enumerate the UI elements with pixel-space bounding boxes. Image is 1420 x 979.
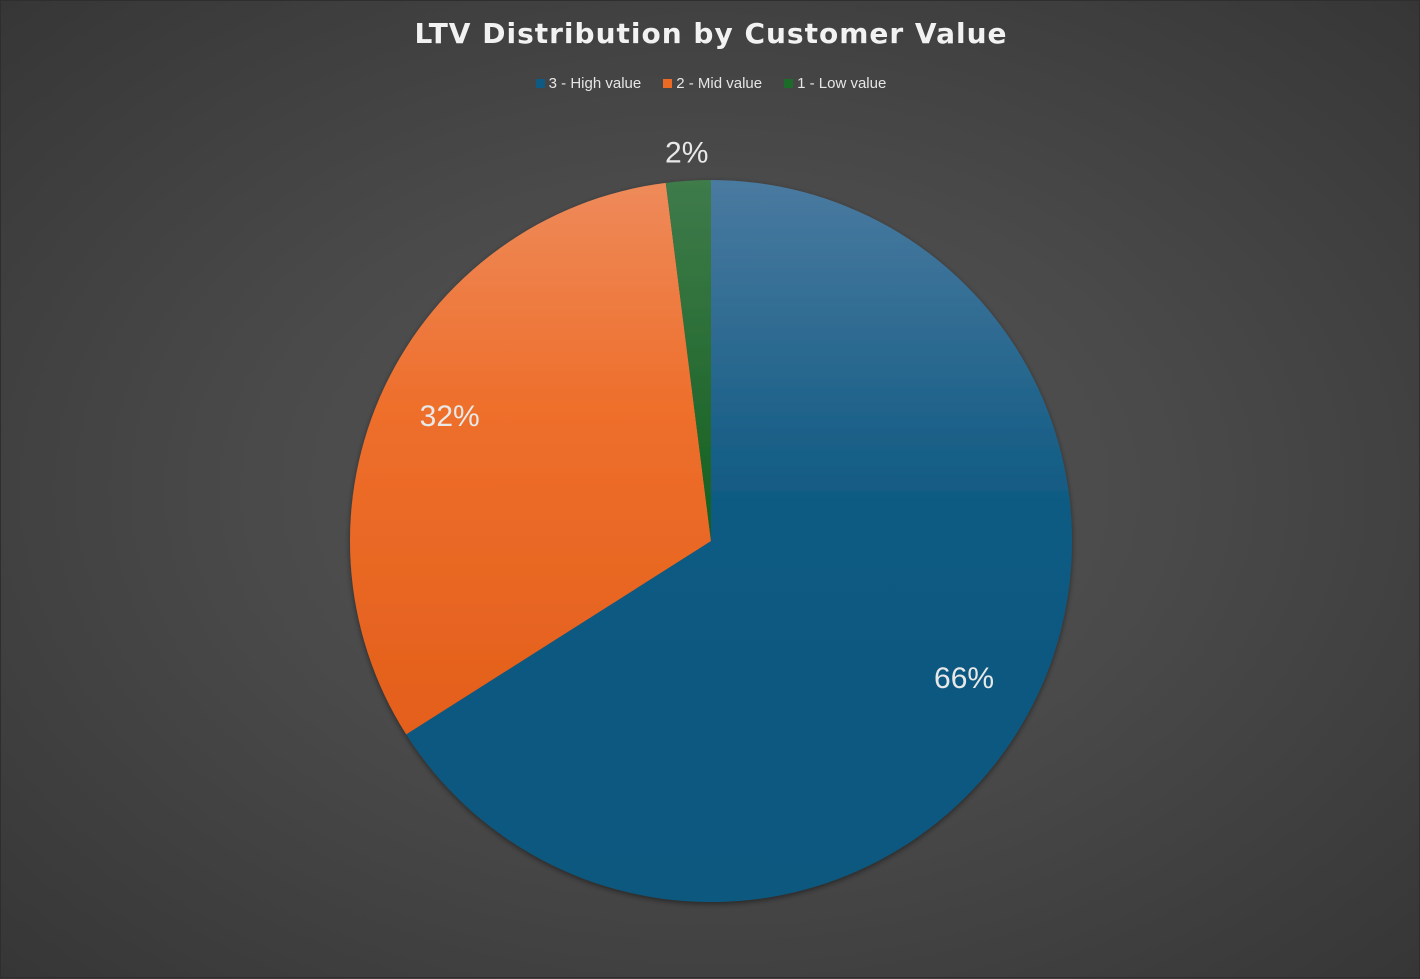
legend-item-low-value: 1 - Low value xyxy=(784,75,886,92)
legend-item-high-value: 3 - High value xyxy=(535,75,642,92)
legend-item-mid-value: 2 - Mid value xyxy=(663,75,762,92)
legend-swatch-mid-value xyxy=(663,79,673,88)
data-label-mid-value: 32% xyxy=(420,400,480,433)
pie-slice-low-value xyxy=(665,180,711,541)
data-label-high-value: 66% xyxy=(934,662,994,695)
data-label-low-value: 2% xyxy=(665,137,708,170)
legend: 3 - High value 2 - Mid value 1 - Low val… xyxy=(1,75,1420,92)
legend-label-mid-value: 2 - Mid value xyxy=(676,75,763,92)
legend-label-high-value: 3 - High value xyxy=(548,75,642,92)
pie-slice-high-value xyxy=(406,180,1072,903)
chart-title: LTV Distribution by Customer Value xyxy=(414,17,1008,50)
legend-label-low-value: 1 - Low value xyxy=(797,75,887,92)
pie-slice-mid-value xyxy=(350,182,711,735)
legend-swatch-high-value xyxy=(535,79,545,88)
legend-swatch-low-value xyxy=(784,79,794,88)
